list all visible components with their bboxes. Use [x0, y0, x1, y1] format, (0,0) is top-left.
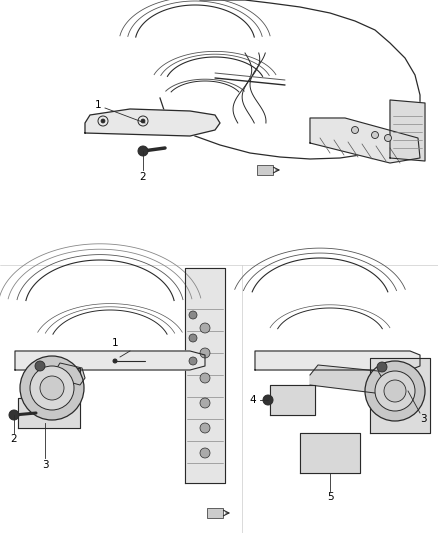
Polygon shape [300, 433, 360, 473]
Text: 4: 4 [250, 395, 256, 405]
Circle shape [138, 116, 148, 126]
Text: 1: 1 [112, 338, 118, 348]
Circle shape [375, 371, 415, 411]
Circle shape [98, 116, 108, 126]
Circle shape [40, 376, 64, 400]
Circle shape [200, 448, 210, 458]
Circle shape [365, 361, 425, 421]
Circle shape [189, 334, 197, 342]
Text: 3: 3 [420, 414, 426, 424]
Polygon shape [85, 109, 220, 136]
Circle shape [200, 348, 210, 358]
Circle shape [200, 373, 210, 383]
Circle shape [189, 311, 197, 319]
Polygon shape [185, 268, 225, 483]
Circle shape [20, 356, 84, 420]
Text: 5: 5 [327, 492, 333, 502]
Polygon shape [310, 365, 385, 393]
Circle shape [384, 380, 406, 402]
Polygon shape [18, 368, 80, 428]
Circle shape [9, 410, 19, 420]
Circle shape [352, 126, 358, 133]
Circle shape [371, 132, 378, 139]
Polygon shape [15, 351, 205, 370]
Polygon shape [390, 100, 425, 161]
Circle shape [30, 366, 74, 410]
Polygon shape [310, 118, 420, 163]
Bar [207, 508, 223, 518]
Circle shape [101, 119, 105, 123]
Text: 1: 1 [95, 100, 101, 110]
Text: 3: 3 [42, 460, 48, 470]
Polygon shape [55, 363, 85, 385]
Polygon shape [270, 385, 315, 415]
Text: 2: 2 [11, 434, 18, 444]
Polygon shape [255, 351, 420, 370]
Circle shape [141, 119, 145, 123]
Circle shape [200, 423, 210, 433]
Circle shape [377, 362, 387, 372]
Circle shape [189, 357, 197, 365]
Circle shape [138, 146, 148, 156]
Circle shape [35, 361, 45, 371]
Circle shape [113, 359, 117, 363]
Circle shape [385, 134, 392, 141]
Circle shape [200, 323, 210, 333]
Text: 2: 2 [140, 172, 146, 182]
Circle shape [200, 398, 210, 408]
Bar [257, 165, 273, 175]
Circle shape [263, 395, 273, 405]
Polygon shape [370, 358, 430, 433]
